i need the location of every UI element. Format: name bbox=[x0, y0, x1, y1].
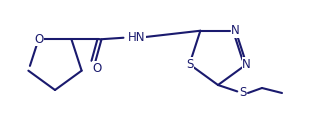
Text: N: N bbox=[242, 58, 251, 71]
Text: O: O bbox=[34, 33, 43, 46]
Text: N: N bbox=[231, 24, 240, 37]
Text: HN: HN bbox=[128, 31, 145, 44]
Text: S: S bbox=[239, 86, 247, 99]
Text: S: S bbox=[186, 58, 193, 71]
Text: O: O bbox=[93, 62, 102, 75]
